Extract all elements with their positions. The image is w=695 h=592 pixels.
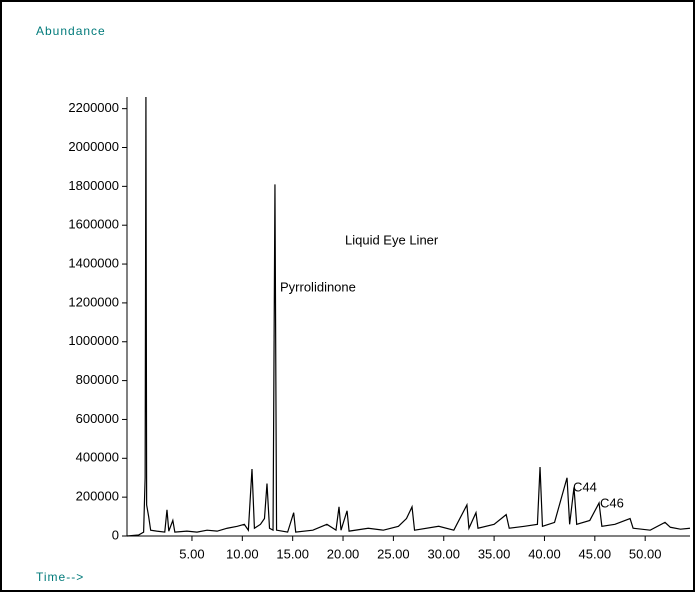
y-axis-label: Abundance xyxy=(36,24,106,38)
y-tick-label: 1600000 xyxy=(68,217,119,232)
x-tick-label: 35.00 xyxy=(478,546,511,561)
x-tick-label: 15.00 xyxy=(276,546,309,561)
y-tick-label: 600000 xyxy=(76,411,119,426)
y-tick-label: 800000 xyxy=(76,372,119,387)
annotation: Pyrrolidinone xyxy=(280,279,356,294)
y-tick-label: 1000000 xyxy=(68,333,119,348)
y-tick-label: 1800000 xyxy=(68,178,119,193)
x-tick-label: 30.00 xyxy=(427,546,460,561)
x-tick-label: 50.00 xyxy=(629,546,662,561)
x-tick-label: 25.00 xyxy=(377,546,410,561)
y-tick-label: 1200000 xyxy=(68,294,119,309)
x-tick-label: 40.00 xyxy=(528,546,561,561)
x-tick-label: 45.00 xyxy=(579,546,612,561)
x-tick-label: 5.00 xyxy=(179,546,204,561)
chart-title: Liquid Eye Liner xyxy=(345,232,439,247)
y-tick-label: 0 xyxy=(112,527,119,542)
x-axis-label: Time--> xyxy=(36,570,84,584)
y-tick-label: 400000 xyxy=(76,450,119,465)
y-tick-label: 200000 xyxy=(76,489,119,504)
chromatogram-line xyxy=(126,96,691,537)
x-tick-label: 10.00 xyxy=(226,546,259,561)
annotation: C44 xyxy=(573,479,597,494)
y-tick-label: 2000000 xyxy=(68,139,119,154)
y-tick-label: 2200000 xyxy=(68,100,119,115)
annotation: C46 xyxy=(600,495,624,510)
y-tick-label: 1400000 xyxy=(68,255,119,270)
x-tick-label: 20.00 xyxy=(327,546,360,561)
